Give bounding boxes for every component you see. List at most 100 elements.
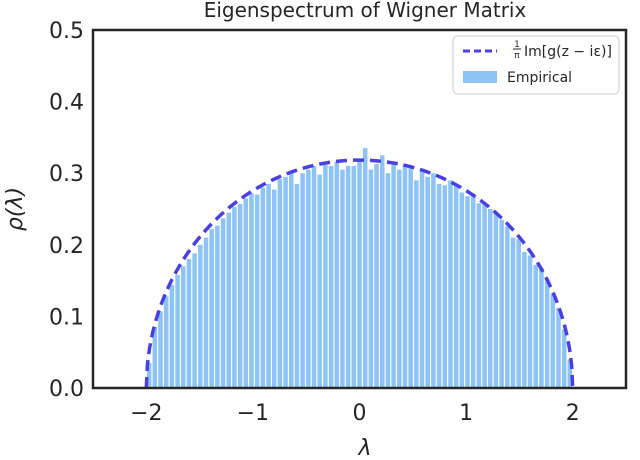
histogram-bar bbox=[340, 169, 345, 388]
histogram-bar bbox=[391, 162, 396, 388]
histogram-bar bbox=[334, 161, 340, 388]
x-tick-labels: −2 −1 0 1 2 bbox=[130, 401, 580, 426]
chart-title: Eigenspectrum of Wigner Matrix bbox=[204, 0, 527, 22]
histogram-bar bbox=[550, 293, 556, 388]
x-tick-label: 2 bbox=[566, 401, 580, 426]
legend-line-label: Im[g(z − iε)] bbox=[524, 44, 612, 60]
histogram-bar bbox=[436, 183, 442, 388]
histogram-bar bbox=[505, 226, 510, 388]
histogram-bar bbox=[345, 166, 351, 388]
histogram-bar bbox=[180, 266, 186, 388]
histogram-bar bbox=[249, 193, 254, 388]
y-tick-label: 0.1 bbox=[49, 305, 84, 330]
histogram-bar bbox=[237, 203, 243, 388]
x-tick-label: 0 bbox=[353, 401, 367, 426]
x-tick-label: −2 bbox=[130, 401, 162, 426]
histogram-bar bbox=[476, 203, 482, 388]
y-tick-label: 0.0 bbox=[49, 377, 84, 402]
histogram-bar bbox=[527, 255, 533, 388]
y-axis-label: ρ(λ) bbox=[3, 187, 28, 231]
histogram-bar bbox=[465, 196, 470, 388]
histogram-bar bbox=[266, 183, 271, 388]
histogram-bar bbox=[254, 194, 260, 388]
y-tick-label: 0.2 bbox=[49, 234, 84, 259]
histogram-bar bbox=[306, 169, 311, 388]
histogram-bar bbox=[459, 192, 465, 388]
histogram-bars bbox=[146, 148, 573, 388]
histogram-bar bbox=[374, 163, 379, 388]
histogram-bar bbox=[408, 166, 413, 388]
y-tick-label: 0.4 bbox=[49, 91, 84, 116]
histogram-bar bbox=[379, 155, 385, 388]
histogram-bar bbox=[482, 203, 487, 388]
histogram-bar bbox=[499, 219, 504, 388]
legend-bar-swatch bbox=[463, 71, 497, 83]
x-tick-label: −1 bbox=[237, 401, 269, 426]
histogram-bar bbox=[442, 185, 448, 388]
x-tick-label: 1 bbox=[459, 401, 473, 426]
histogram-bar bbox=[175, 274, 180, 388]
histogram-bar bbox=[556, 307, 561, 388]
histogram-bar bbox=[493, 214, 499, 388]
histogram-bar bbox=[226, 212, 232, 388]
legend-frac-numerator: 1 bbox=[514, 40, 520, 50]
semicircle-curve-layer bbox=[144, 158, 575, 389]
histogram-bar bbox=[232, 206, 237, 388]
histogram-bar bbox=[300, 173, 305, 388]
histogram-bar bbox=[544, 279, 550, 388]
histogram-bar bbox=[311, 166, 317, 388]
histogram-bar bbox=[289, 173, 294, 388]
histogram-bar bbox=[357, 160, 362, 388]
histogram-bar bbox=[522, 251, 527, 388]
histogram-bar bbox=[146, 362, 152, 388]
histogram-bar bbox=[567, 359, 573, 388]
histogram-bar bbox=[561, 329, 567, 388]
x-axis-label: λ bbox=[357, 436, 371, 460]
histogram-bar bbox=[186, 259, 192, 388]
histogram-bar bbox=[158, 311, 163, 388]
histogram-bar bbox=[533, 264, 539, 388]
histogram-bar bbox=[510, 237, 516, 388]
histogram-bar bbox=[277, 178, 283, 388]
histogram-bar bbox=[385, 173, 391, 388]
histogram-bar bbox=[448, 180, 453, 388]
legend: 1 π Im[g(z − iε)] Empirical bbox=[452, 35, 620, 95]
histogram-bar bbox=[209, 229, 214, 388]
histogram-bar bbox=[220, 218, 226, 388]
histogram-bar bbox=[453, 186, 459, 388]
plot-frame bbox=[91, 28, 628, 390]
histogram-bar bbox=[362, 148, 368, 388]
histogram-bar bbox=[152, 327, 158, 388]
histogram-bar bbox=[294, 183, 300, 388]
histogram-bar bbox=[323, 164, 328, 388]
histogram-bar bbox=[431, 173, 436, 388]
histogram-bar bbox=[470, 194, 476, 388]
histogram-bar bbox=[192, 253, 197, 388]
histogram-bar bbox=[203, 237, 209, 388]
histogram-bar bbox=[419, 168, 425, 388]
y-tick-labels: 0.0 0.1 0.2 0.3 0.4 0.5 bbox=[49, 19, 84, 402]
histogram-bar bbox=[402, 163, 408, 388]
histogram-bar bbox=[198, 244, 203, 388]
histogram-bar bbox=[163, 296, 169, 388]
semicircle-density-curve bbox=[144, 158, 575, 389]
histogram-bar bbox=[397, 169, 402, 388]
histogram-bar bbox=[169, 284, 175, 388]
histogram-bar bbox=[243, 198, 249, 388]
histogram-bar bbox=[283, 176, 288, 388]
histogram-bar bbox=[516, 239, 521, 388]
y-tick-label: 0.5 bbox=[49, 19, 84, 44]
histogram-bar bbox=[414, 180, 419, 388]
y-tick-label: 0.3 bbox=[49, 162, 84, 187]
histogram-bar bbox=[487, 209, 493, 388]
histogram-bar bbox=[539, 267, 544, 388]
histogram-bar bbox=[328, 166, 334, 388]
histogram-bar bbox=[271, 189, 277, 388]
histogram-bar bbox=[215, 225, 220, 388]
histogram-bar bbox=[425, 176, 430, 388]
legend-bar-label: Empirical bbox=[507, 70, 572, 86]
histogram-bar bbox=[317, 174, 322, 388]
legend-frac-denominator: π bbox=[514, 51, 520, 61]
histogram-bar bbox=[351, 166, 357, 388]
